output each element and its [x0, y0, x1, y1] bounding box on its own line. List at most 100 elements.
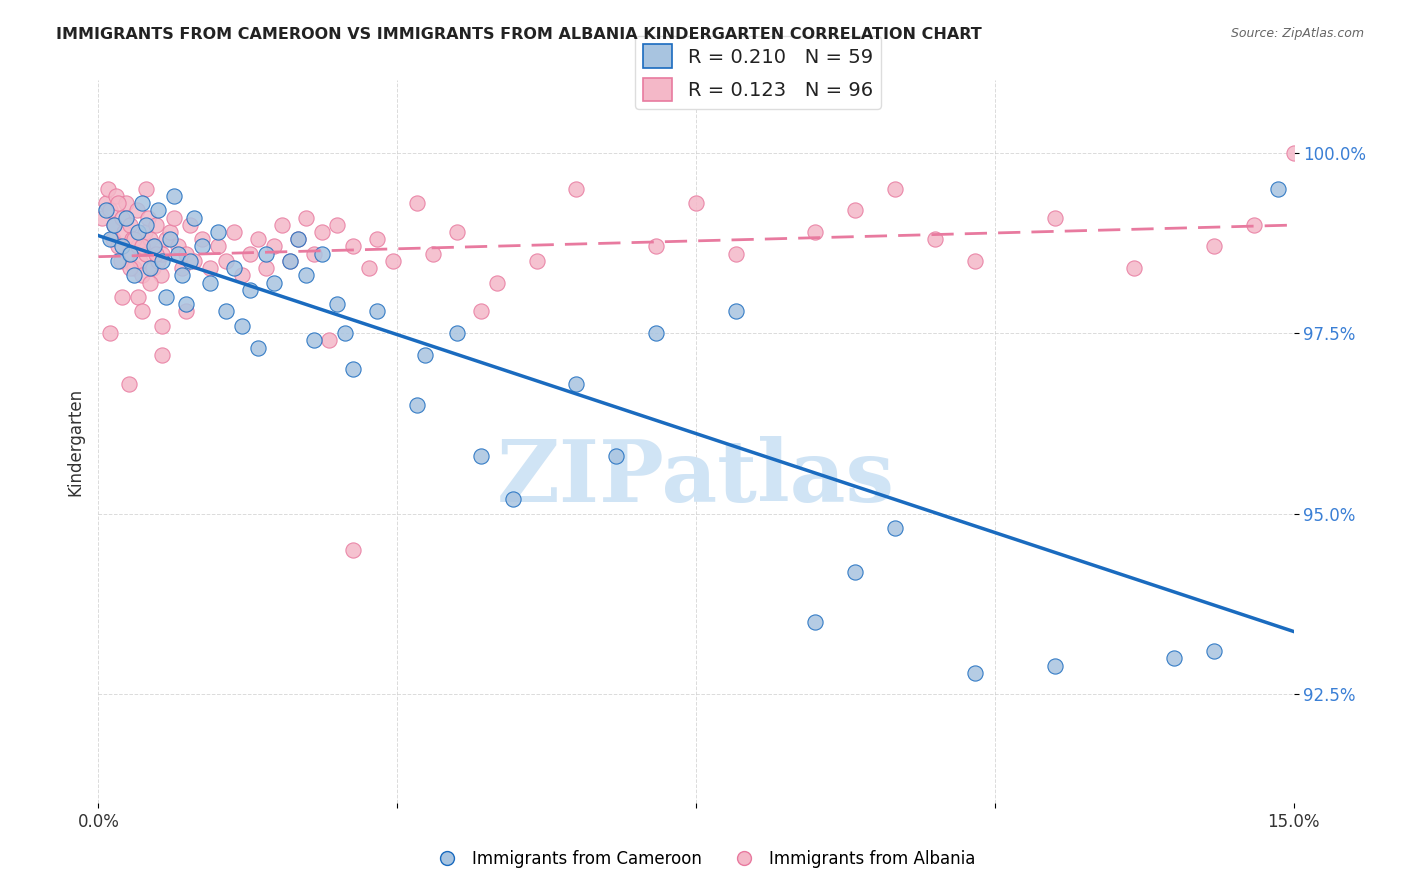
Point: [804, 225, 827, 239]
Point: [148, 203, 170, 218]
Point: [174, 304, 197, 318]
Point: [263, 276, 285, 290]
Point: [149, 268, 172, 283]
Point: [118, 376, 141, 391]
Point: [342, 239, 364, 253]
Point: [167, 246, 190, 260]
Point: [246, 341, 269, 355]
Point: [127, 225, 149, 239]
Point: [207, 225, 229, 239]
Point: [406, 196, 429, 211]
Point: [143, 239, 166, 253]
Point: [470, 304, 492, 318]
Point: [326, 218, 349, 232]
Point: [366, 232, 388, 246]
Point: [924, 232, 946, 246]
Point: [127, 290, 149, 304]
Point: [134, 225, 156, 239]
Point: [107, 239, 129, 253]
Point: [1163, 651, 1185, 665]
Point: [150, 348, 173, 362]
Point: [191, 239, 214, 253]
Point: [125, 203, 148, 218]
Point: [446, 326, 468, 341]
Point: [422, 246, 444, 260]
Point: [302, 246, 325, 260]
Point: [359, 261, 381, 276]
Point: [128, 253, 150, 268]
Point: [131, 196, 153, 211]
Point: [131, 268, 153, 283]
Point: [287, 232, 309, 246]
Point: [148, 253, 170, 268]
Point: [263, 239, 285, 253]
Point: [183, 253, 205, 268]
Point: [150, 318, 173, 333]
Point: [239, 246, 262, 260]
Point: [142, 261, 165, 276]
Point: [198, 261, 221, 276]
Point: [446, 225, 468, 239]
Point: [724, 246, 747, 260]
Point: [605, 449, 627, 463]
Point: [163, 189, 186, 203]
Point: [145, 218, 167, 232]
Point: [96, 203, 118, 218]
Point: [342, 542, 364, 557]
Point: [342, 362, 364, 376]
Point: [326, 297, 349, 311]
Point: [406, 398, 429, 412]
Point: [143, 239, 166, 253]
Point: [302, 334, 325, 348]
Point: [139, 232, 162, 246]
Point: [159, 232, 181, 246]
Point: [207, 239, 229, 253]
Legend: R = 0.210   N = 59, R = 0.123   N = 96: R = 0.210 N = 59, R = 0.123 N = 96: [636, 37, 880, 109]
Point: [254, 246, 277, 260]
Point: [121, 232, 143, 246]
Y-axis label: Kindergarten: Kindergarten: [66, 387, 84, 496]
Point: [1123, 261, 1146, 276]
Point: [131, 304, 153, 318]
Point: [145, 246, 167, 260]
Point: [131, 239, 153, 253]
Point: [270, 218, 292, 232]
Point: [215, 304, 238, 318]
Point: [645, 239, 668, 253]
Point: [111, 290, 134, 304]
Point: [565, 376, 588, 391]
Point: [120, 218, 142, 232]
Point: [98, 326, 122, 341]
Point: [111, 239, 134, 253]
Point: [222, 225, 245, 239]
Point: [159, 225, 181, 239]
Point: [804, 615, 827, 630]
Point: [112, 225, 135, 239]
Text: IMMIGRANTS FROM CAMEROON VS IMMIGRANTS FROM ALBANIA KINDERGARTEN CORRELATION CHA: IMMIGRANTS FROM CAMEROON VS IMMIGRANTS F…: [56, 27, 981, 42]
Point: [231, 268, 253, 283]
Point: [1202, 239, 1225, 253]
Point: [413, 348, 436, 362]
Point: [1043, 211, 1066, 225]
Point: [685, 196, 707, 211]
Point: [127, 239, 149, 253]
Point: [107, 253, 129, 268]
Point: [645, 326, 668, 341]
Point: [124, 232, 146, 246]
Point: [1282, 145, 1305, 160]
Point: [98, 203, 122, 218]
Point: [231, 318, 253, 333]
Point: [844, 203, 866, 218]
Point: [278, 253, 301, 268]
Point: [155, 290, 177, 304]
Point: [111, 211, 134, 225]
Point: [239, 283, 262, 297]
Point: [1243, 218, 1265, 232]
Point: [294, 268, 316, 283]
Point: [107, 196, 129, 211]
Point: [120, 261, 142, 276]
Point: [179, 253, 201, 268]
Point: [97, 182, 120, 196]
Point: [565, 182, 588, 196]
Point: [103, 218, 125, 232]
